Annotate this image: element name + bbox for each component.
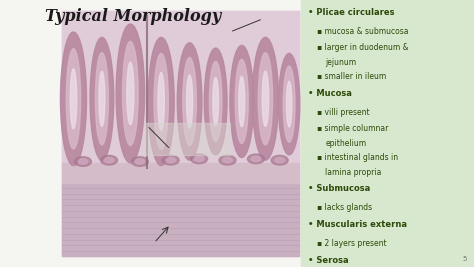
Text: • Serosa: • Serosa bbox=[308, 256, 349, 265]
Ellipse shape bbox=[127, 62, 134, 125]
Circle shape bbox=[223, 158, 232, 163]
Circle shape bbox=[247, 154, 264, 164]
Ellipse shape bbox=[278, 53, 300, 155]
Text: ▪ 2 layers present: ▪ 2 layers present bbox=[317, 239, 386, 248]
Text: ▪ smaller in ileum: ▪ smaller in ileum bbox=[317, 72, 386, 81]
Text: Typical Morphology: Typical Morphology bbox=[45, 8, 221, 25]
Circle shape bbox=[74, 157, 91, 166]
Bar bbox=[62, 11, 299, 163]
Ellipse shape bbox=[235, 60, 248, 144]
Ellipse shape bbox=[61, 32, 86, 166]
Bar bbox=[301, 0, 474, 267]
Ellipse shape bbox=[183, 57, 196, 146]
Ellipse shape bbox=[210, 61, 222, 142]
Circle shape bbox=[162, 155, 179, 165]
Circle shape bbox=[251, 156, 261, 162]
Circle shape bbox=[131, 157, 148, 166]
Ellipse shape bbox=[177, 43, 202, 160]
Circle shape bbox=[135, 159, 145, 164]
Text: ▪ simple columnar: ▪ simple columnar bbox=[317, 124, 388, 133]
Ellipse shape bbox=[283, 66, 295, 142]
Bar bbox=[62, 11, 299, 256]
Circle shape bbox=[166, 158, 175, 163]
Circle shape bbox=[78, 159, 88, 164]
Circle shape bbox=[219, 155, 236, 165]
Ellipse shape bbox=[230, 45, 254, 158]
Bar bbox=[62, 183, 299, 256]
Ellipse shape bbox=[90, 37, 114, 160]
Ellipse shape bbox=[70, 69, 77, 129]
Text: ▪ lacks glands: ▪ lacks glands bbox=[317, 203, 372, 212]
Ellipse shape bbox=[99, 71, 105, 126]
Text: • Submucosa: • Submucosa bbox=[308, 184, 370, 193]
Circle shape bbox=[275, 158, 284, 163]
Ellipse shape bbox=[122, 41, 138, 146]
Ellipse shape bbox=[286, 81, 292, 127]
Text: ▪ larger in duodenum &: ▪ larger in duodenum & bbox=[317, 43, 408, 52]
Ellipse shape bbox=[213, 77, 219, 125]
Ellipse shape bbox=[239, 76, 245, 127]
Circle shape bbox=[100, 155, 118, 165]
Text: ▪ mucosa & submucosa: ▪ mucosa & submucosa bbox=[317, 27, 408, 36]
Circle shape bbox=[191, 154, 208, 164]
Ellipse shape bbox=[154, 53, 168, 150]
Ellipse shape bbox=[258, 53, 273, 145]
Ellipse shape bbox=[148, 37, 174, 166]
Text: • Muscularis externa: • Muscularis externa bbox=[308, 220, 407, 229]
Bar bbox=[62, 163, 299, 183]
Ellipse shape bbox=[204, 48, 227, 155]
Circle shape bbox=[194, 156, 204, 162]
Circle shape bbox=[271, 155, 288, 165]
Text: epithelium: epithelium bbox=[325, 139, 366, 148]
Ellipse shape bbox=[187, 75, 192, 128]
Ellipse shape bbox=[252, 37, 279, 160]
Circle shape bbox=[104, 158, 114, 163]
Ellipse shape bbox=[66, 49, 81, 149]
Text: 5: 5 bbox=[463, 256, 467, 262]
Ellipse shape bbox=[262, 71, 269, 126]
Ellipse shape bbox=[158, 73, 164, 130]
Ellipse shape bbox=[95, 53, 109, 145]
Bar bbox=[145, 123, 230, 155]
Text: • Plicae circulares: • Plicae circulares bbox=[308, 8, 394, 17]
Ellipse shape bbox=[116, 24, 145, 163]
Text: ▪ villi present: ▪ villi present bbox=[317, 108, 369, 117]
Text: ▪ intestinal glands in: ▪ intestinal glands in bbox=[317, 153, 398, 162]
Text: jejunum: jejunum bbox=[325, 58, 356, 67]
Text: lamina propria: lamina propria bbox=[325, 168, 382, 178]
Text: • Mucosa: • Mucosa bbox=[308, 89, 352, 98]
